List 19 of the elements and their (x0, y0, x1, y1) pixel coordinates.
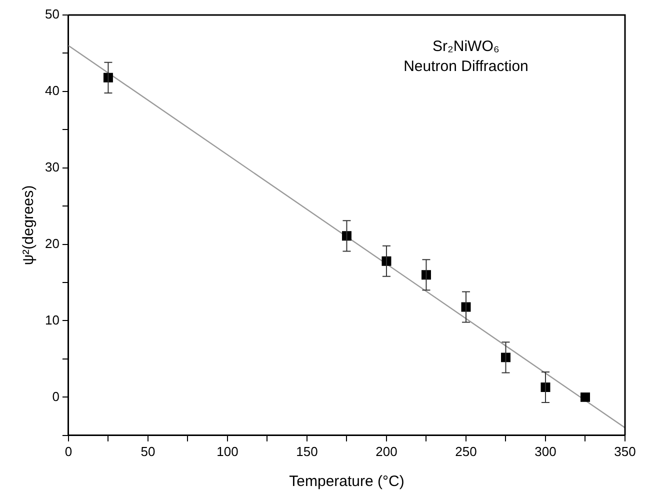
x-axis-title: Temperature (°C) (289, 473, 404, 490)
y-tick-label: 20 (44, 236, 60, 251)
y-tick-label: 50 (44, 6, 60, 22)
y-tick-label: 40 (44, 83, 60, 98)
x-tick-label: 200 (376, 444, 398, 459)
annotation: Sr₂NiWO₆ (432, 38, 500, 56)
annotation: Neutron Diffraction (404, 58, 528, 76)
x-tick-label: 0 (64, 444, 72, 459)
point (580, 392, 590, 402)
y-axis-title: ψ²(degrees) (20, 185, 38, 266)
x-tick-label: 300 (534, 444, 556, 459)
y-tick-label: 0 (52, 388, 60, 404)
x-tick-label: 150 (296, 444, 318, 459)
x-tick-label: 100 (216, 444, 238, 459)
x-tick-label: 50 (140, 444, 156, 459)
x-tick-label: 350 (614, 444, 636, 459)
y-tick-label: 30 (44, 159, 60, 174)
x-tick-label: 250 (455, 444, 477, 459)
y-tick-label: 10 (44, 312, 60, 328)
